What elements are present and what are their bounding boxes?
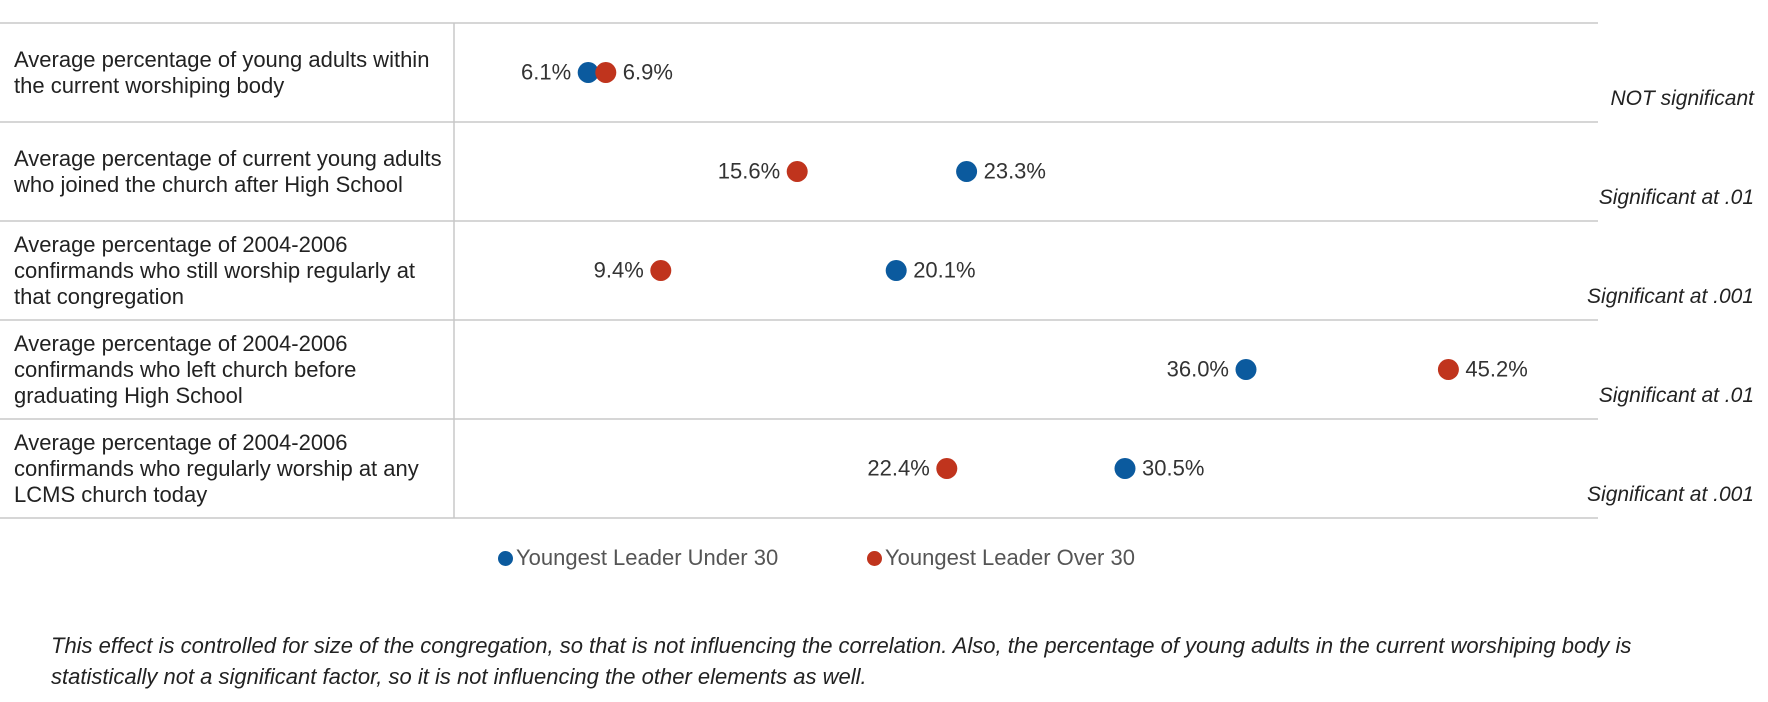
- value-label: 6.1%: [521, 59, 571, 84]
- legend-label: Youngest Leader Under 30: [516, 545, 779, 570]
- dot: [936, 458, 958, 479]
- value-label: 22.4%: [867, 455, 929, 480]
- significance-note: Significant at .001: [1587, 483, 1754, 506]
- category-label: Average percentage of young adults withi…: [14, 46, 430, 98]
- category-label: Average percentage of 2004-2006 confirma…: [14, 231, 416, 309]
- dot: [650, 260, 672, 281]
- significance-note: Significant at .01: [1598, 384, 1754, 407]
- dot: [577, 62, 599, 83]
- legend-label: Youngest Leader Over 30: [885, 545, 1135, 570]
- value-label: 20.1%: [913, 257, 975, 282]
- category-label: Average percentage of current young adul…: [14, 145, 442, 197]
- dot: [595, 62, 617, 83]
- category-label: Average percentage of 2004-2006 confirma…: [14, 429, 419, 507]
- legend-item: Youngest Leader Over 30: [867, 545, 1135, 571]
- value-label: 23.3%: [984, 158, 1046, 183]
- dot: [1437, 359, 1459, 380]
- dot: [1114, 458, 1136, 479]
- significance-note: Significant at .01: [1598, 186, 1754, 209]
- footnote: This effect is controlled for size of th…: [51, 633, 1632, 689]
- value-label: 6.9%: [623, 59, 673, 84]
- legend-item: Youngest Leader Under 30: [498, 545, 778, 571]
- dot: [786, 161, 808, 182]
- value-label: 30.5%: [1142, 455, 1204, 480]
- dot: [956, 161, 978, 182]
- value-label: 45.2%: [1465, 356, 1527, 381]
- significance-note: Significant at .001: [1587, 285, 1754, 308]
- value-label: 15.6%: [718, 158, 780, 183]
- dot: [885, 260, 907, 281]
- significance-note: NOT significant: [1610, 87, 1754, 110]
- legend-swatch: [867, 550, 882, 566]
- dot: [1235, 359, 1257, 380]
- value-label: 9.4%: [594, 257, 644, 282]
- value-label: 36.0%: [1167, 356, 1229, 381]
- category-label: Average percentage of 2004-2006 confirma…: [14, 330, 357, 408]
- legend-swatch: [498, 550, 513, 566]
